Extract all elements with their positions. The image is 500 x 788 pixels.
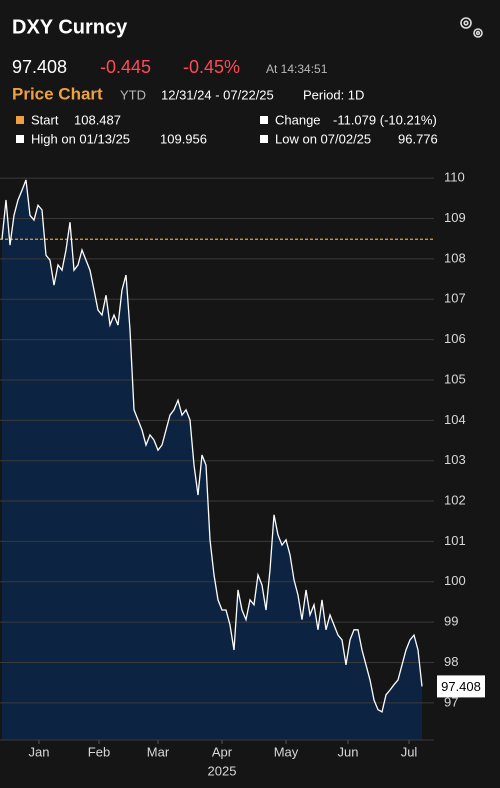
settings-icon[interactable] — [460, 17, 483, 38]
last-value-box — [437, 675, 485, 698]
y-tick-label: 105 — [444, 371, 466, 386]
y-tick-label: 108 — [444, 250, 466, 265]
area — [2, 179, 422, 740]
y-tick-label: 102 — [444, 492, 466, 507]
y-tick-label: 100 — [444, 573, 466, 588]
y-tick-label: 101 — [444, 533, 466, 548]
high-marker — [16, 135, 24, 143]
y-tick-label: 109 — [444, 210, 466, 225]
dates: 12/31/24 - 07/22/25 — [161, 87, 274, 102]
range[interactable]: YTD — [120, 87, 146, 102]
x-tick-label: Jun — [338, 744, 359, 759]
x-tick-label: Jul — [401, 744, 418, 759]
low-marker — [260, 135, 268, 143]
change-value: -11.079 (-10.21%) — [333, 112, 437, 127]
y-tick-label: 106 — [444, 331, 466, 346]
x-tick-label: Mar — [147, 744, 170, 759]
period[interactable]: Period: 1D — [303, 87, 364, 102]
y-tick-label: 98 — [444, 654, 458, 669]
low-label: Low on 07/02/25 — [275, 131, 371, 146]
time: At 14:34:51 — [266, 62, 328, 76]
title: DXY Curncy — [12, 16, 128, 38]
start-marker — [16, 116, 24, 124]
chart: 97 98 99 100 101 102 103 104 105 106 107 108 109 110 9… — [0, 170, 485, 778]
y-tick-label: 97 — [444, 694, 458, 709]
high-value: 109.956 — [160, 131, 207, 146]
last-value-label: 97.408 — [441, 679, 481, 694]
change: -0.445 — [100, 57, 151, 77]
tab[interactable]: Price Chart — [12, 84, 103, 103]
change-label: Change — [275, 112, 321, 127]
change-marker — [260, 116, 268, 124]
start-label: Start — [31, 112, 59, 127]
y-tick-label: 99 — [444, 614, 458, 629]
price: 97.408 — [12, 57, 67, 77]
low-value: 96.776 — [398, 131, 438, 146]
x-tick-label: Apr — [212, 744, 233, 759]
x-tick-label: Feb — [88, 744, 110, 759]
change-pct: -0.45% — [183, 57, 240, 77]
start-value: 108.487 — [74, 112, 121, 127]
y-tick-label: 103 — [444, 452, 466, 467]
y-tick-label: 107 — [444, 291, 466, 306]
high-label: High on 01/13/25 — [31, 131, 130, 146]
x-tick-label: Jan — [29, 744, 50, 759]
line — [1, 179, 423, 713]
x-axis-label: 2025 — [208, 763, 237, 778]
x-tick-label: May — [274, 744, 299, 759]
y-tick-label: 110 — [444, 170, 465, 185]
y-tick-label: 104 — [444, 412, 466, 427]
